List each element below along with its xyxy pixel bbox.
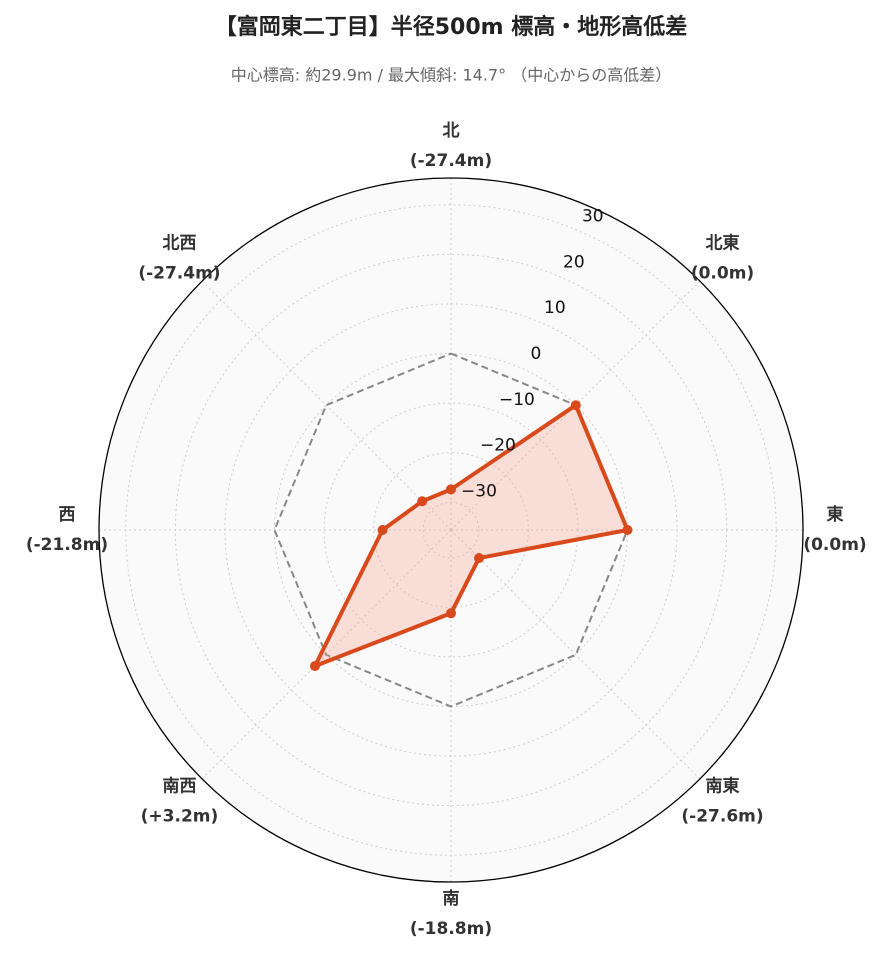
value-label: (-27.4m) <box>410 151 492 171</box>
plot-border <box>98 177 804 883</box>
data-point <box>474 553 485 564</box>
spoke <box>450 529 701 780</box>
value-label: (-18.8m) <box>410 919 492 939</box>
data-point <box>570 400 581 411</box>
value-label: (0.0m) <box>803 535 866 555</box>
category-label: 北西 <box>162 233 196 253</box>
radial-tick-label: −20 <box>480 436 516 456</box>
value-label: (-27.4m) <box>138 263 220 283</box>
value-label: (+3.2m) <box>141 807 219 827</box>
value-label: (-27.6m) <box>681 807 763 827</box>
data-point <box>309 661 320 672</box>
radial-tick-label: 20 <box>563 252 585 272</box>
category-label: 北東 <box>706 232 740 253</box>
radial-tick-label: 0 <box>530 344 541 364</box>
grid-ring <box>422 501 480 559</box>
chart-subtitle: 中心標高: 約29.9m / 最大傾斜: 14.7° （中心からの高低差） <box>231 66 671 85</box>
spoke <box>201 280 452 531</box>
category-label: 南西 <box>162 776 196 797</box>
category-label: 南 <box>443 888 460 909</box>
radial-tick-label: 10 <box>544 298 566 318</box>
grid-ring <box>373 452 529 608</box>
value-label: (0.0m) <box>691 263 754 283</box>
radial-tick-label: −10 <box>499 390 535 410</box>
category-label: 東 <box>827 504 844 525</box>
category-label: 西 <box>59 505 76 525</box>
category-label: 南東 <box>706 776 740 797</box>
data-point <box>446 608 456 619</box>
radial-tick-label: 30 <box>582 207 604 227</box>
data-point <box>446 484 456 495</box>
data-point <box>417 496 428 507</box>
chart-title: 【富岡東二丁目】半径500m 標高・地形高低差 <box>215 14 688 40</box>
data-point <box>622 525 633 535</box>
data-point <box>377 525 388 535</box>
category-label: 北 <box>443 121 460 141</box>
radial-tick-label: −30 <box>461 481 497 501</box>
value-label: (-21.8m) <box>26 535 108 555</box>
